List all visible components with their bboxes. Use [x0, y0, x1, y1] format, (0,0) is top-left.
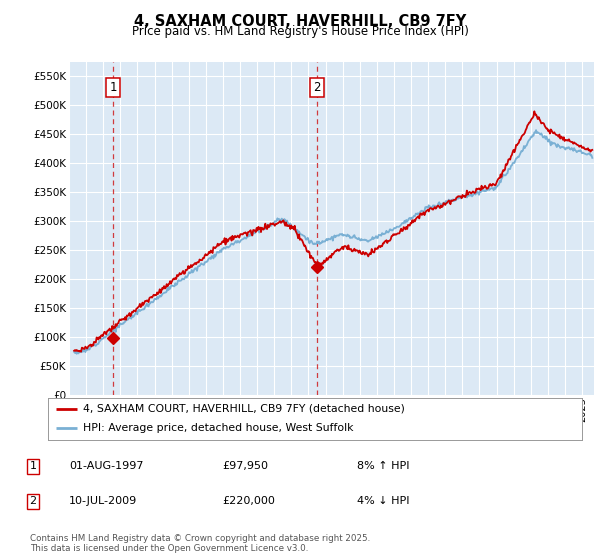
Text: 1: 1 [109, 81, 117, 94]
Text: HPI: Average price, detached house, West Suffolk: HPI: Average price, detached house, West… [83, 423, 353, 433]
Text: 2: 2 [29, 496, 37, 506]
Text: 4% ↓ HPI: 4% ↓ HPI [357, 496, 409, 506]
Text: 4, SAXHAM COURT, HAVERHILL, CB9 7FY (detached house): 4, SAXHAM COURT, HAVERHILL, CB9 7FY (det… [83, 404, 404, 414]
Text: Price paid vs. HM Land Registry's House Price Index (HPI): Price paid vs. HM Land Registry's House … [131, 25, 469, 38]
Text: 01-AUG-1997: 01-AUG-1997 [69, 461, 143, 472]
Text: 8% ↑ HPI: 8% ↑ HPI [357, 461, 409, 472]
Text: Contains HM Land Registry data © Crown copyright and database right 2025.
This d: Contains HM Land Registry data © Crown c… [30, 534, 370, 553]
Text: 10-JUL-2009: 10-JUL-2009 [69, 496, 137, 506]
Text: £97,950: £97,950 [222, 461, 268, 472]
Text: £220,000: £220,000 [222, 496, 275, 506]
Text: 1: 1 [29, 461, 37, 472]
Text: 2: 2 [314, 81, 321, 94]
Text: 4, SAXHAM COURT, HAVERHILL, CB9 7FY: 4, SAXHAM COURT, HAVERHILL, CB9 7FY [134, 14, 466, 29]
